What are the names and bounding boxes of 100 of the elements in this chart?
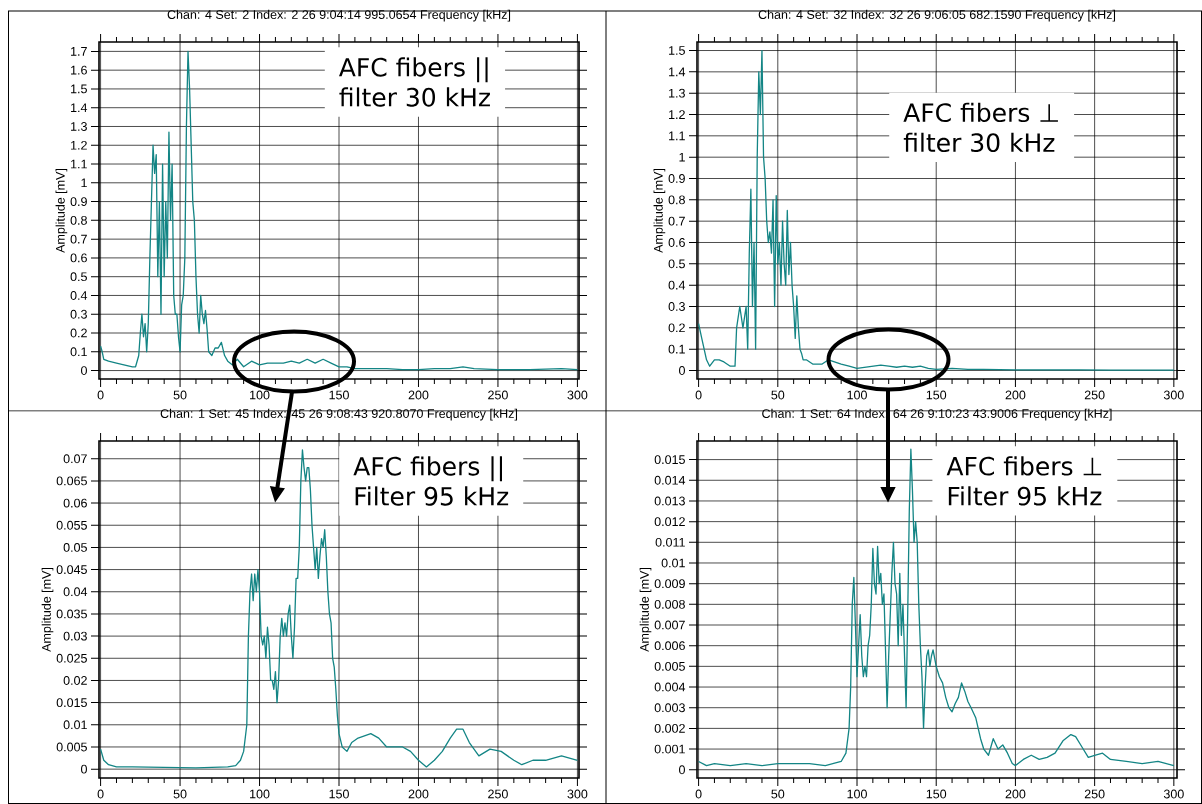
annotation: AFC fibers ||: [353, 456, 502, 482]
y-tick-label: 0: [81, 764, 87, 774]
y-tick-label: 0.7: [668, 216, 685, 226]
y-tick-label: 0.5: [70, 272, 87, 282]
y-tick-label: 1.2: [669, 110, 685, 119]
y-tick-label: 1: [81, 178, 87, 188]
y-tick-label: 0.008: [654, 599, 685, 609]
y-tick-label: 0.4: [668, 280, 686, 290]
y-tick-label: 0.7: [70, 234, 87, 244]
y-tick-label: 0: [81, 366, 87, 375]
annotation: AFC fibers ||: [338, 57, 488, 83]
y-axis-title: Amplitude [mV]: [41, 568, 54, 652]
y-tick-label: 1.7: [71, 47, 87, 56]
y-tick-label: 0.011: [655, 537, 685, 547]
y-tick-label: 0.013: [654, 496, 685, 506]
x-tick-label: 250: [1084, 390, 1105, 400]
x-tick-label: 300: [567, 390, 588, 400]
annotation: Filter 95 kHz: [355, 486, 509, 506]
y-tick-label: 1.3: [71, 122, 87, 131]
x-tick-label: 0: [695, 390, 702, 400]
x-tick-label: 300: [1163, 390, 1184, 400]
y-tick-label: 0.4: [70, 291, 88, 300]
y-tick-label: 0.2: [668, 323, 685, 333]
y-tick-label: 1.5: [669, 46, 685, 55]
annotation: AFC fibers ⊥: [903, 102, 1058, 123]
y-tick-label: 0.045: [56, 565, 87, 575]
y-tick-label: 0.9: [70, 197, 87, 207]
x-tick-label: 150: [329, 390, 349, 400]
x-tick-label: 150: [926, 789, 947, 799]
y-tick-label: 0.025: [56, 653, 87, 663]
y-tick-label: 0.015: [654, 455, 685, 465]
x-tick-label: 100: [847, 390, 867, 400]
y-tick-label: 0.004: [654, 682, 686, 692]
y-tick-label: 0.012: [654, 517, 685, 527]
x-tick-label: 150: [926, 390, 947, 400]
annotation: AFC fibers ⊥: [946, 456, 1102, 476]
y-tick-label: 1.2: [71, 140, 87, 150]
y-tick-label: 0.02: [63, 676, 87, 685]
x-tick-label: 100: [250, 789, 270, 799]
x-tick-label: 50: [771, 390, 785, 400]
y-tick-label: 0.003: [654, 703, 685, 713]
y-tick-label: 0.035: [56, 609, 87, 619]
x-tick-label: 200: [1005, 390, 1026, 400]
y-tick-label: 0.055: [56, 520, 87, 530]
y-tick-label: 1.1: [669, 131, 685, 141]
y-tick-label: 0.1: [668, 344, 685, 354]
x-tick-label: 200: [408, 390, 429, 400]
y-tick-label: 0.065: [56, 476, 87, 486]
y-tick-label: 0: [679, 366, 685, 375]
x-tick-label: 250: [488, 789, 508, 799]
y-tick-label: 0.005: [56, 742, 87, 752]
chart-title: Chan: 1 Set: 64 Index: 64 26 9:10:23 43.9006 Frequency [kHz]: [762, 408, 1112, 421]
chart-title: Chan: 4 Set: 32 Index: 32 26 9:06:05 682.1590 Frequency [kHz]: [758, 9, 1116, 22]
chart-title: Chan: 4 Set: 2 Index: 2 26 9:04:14 995.0654 Frequency [kHz]: [167, 9, 511, 22]
y-tick-label: 0.014: [654, 475, 686, 485]
x-tick-label: 100: [847, 789, 867, 799]
x-tick-label: 300: [1163, 789, 1184, 799]
x-tick-label: 250: [1084, 789, 1105, 799]
y-tick-label: 0.9: [668, 174, 685, 183]
x-tick-label: 200: [1005, 789, 1026, 799]
x-tick-label: 50: [173, 789, 187, 799]
y-tick-label: 1.4: [669, 67, 686, 77]
y-axis-title: Amplitude [mV]: [55, 169, 68, 253]
y-tick-label: 0.3: [668, 302, 685, 311]
y-tick-label: 1.6: [71, 65, 87, 75]
x-tick-label: 0: [97, 390, 104, 400]
y-tick-label: 0.04: [63, 587, 88, 597]
y-tick-label: 0.8: [70, 215, 87, 225]
y-tick-label: 0.001: [654, 744, 685, 754]
y-tick-label: 0.2: [70, 328, 87, 338]
y-tick-label: 0.6: [668, 238, 685, 247]
y-tick-label: 0.009: [654, 579, 685, 589]
y-tick-label: 0.3: [70, 309, 87, 319]
y-tick-label: 0.007: [654, 620, 685, 630]
y-tick-label: 0.03: [63, 631, 87, 641]
annotation: filter 30 kHz: [903, 132, 1055, 153]
annotation: filter 30 kHz: [339, 87, 490, 107]
y-tick-label: 0.006: [654, 641, 685, 651]
y-tick-label: 0.8: [668, 195, 685, 205]
y-axis-title: Amplitude [mV]: [653, 169, 666, 253]
y-tick-label: 0.002: [654, 723, 685, 733]
y-tick-label: 0.01: [63, 720, 87, 730]
x-tick-label: 300: [567, 789, 588, 799]
y-tick-label: 0.6: [70, 253, 87, 263]
x-tick-label: 50: [771, 789, 785, 799]
x-tick-label: 250: [488, 390, 508, 400]
y-tick-label: 0.06: [63, 498, 87, 508]
x-tick-label: 50: [173, 390, 187, 400]
x-tick-label: 100: [250, 390, 270, 400]
y-tick-label: 0.005: [654, 661, 685, 671]
y-tick-label: 0.01: [661, 558, 685, 568]
x-tick-label: 0: [695, 789, 702, 799]
y-tick-label: 0: [679, 765, 685, 775]
y-tick-label: 0.05: [63, 543, 87, 552]
y-tick-label: 0.5: [668, 259, 685, 269]
y-tick-label: 1.4: [71, 103, 88, 113]
y-tick-label: 1.3: [669, 88, 685, 98]
y-tick-label: 0.1: [70, 347, 87, 357]
annotation: Filter 95 kHz: [948, 486, 1102, 506]
y-tick-label: 1: [679, 152, 685, 162]
